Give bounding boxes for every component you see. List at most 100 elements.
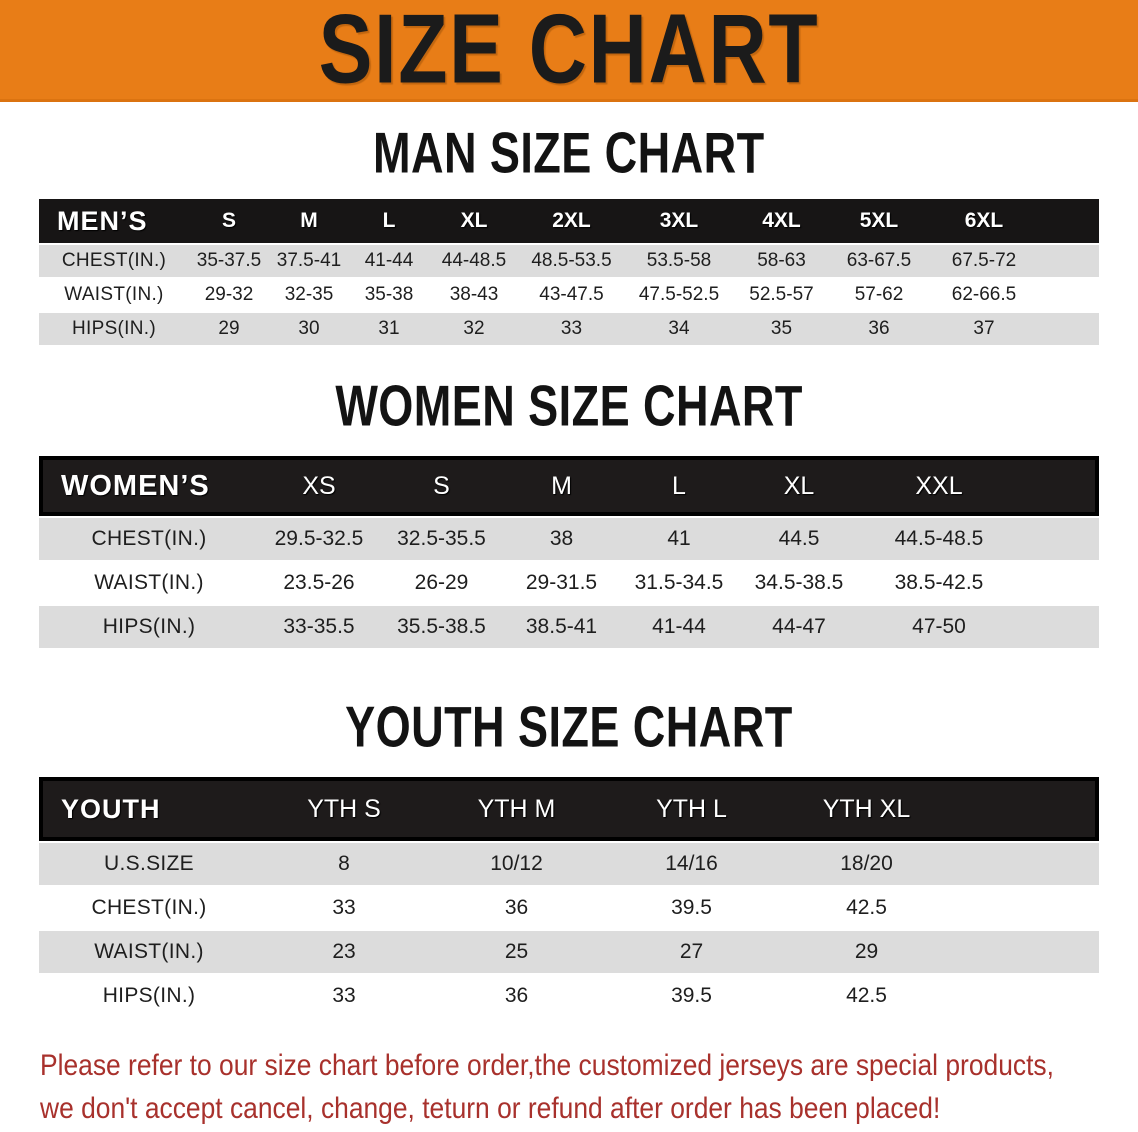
size-value: 31.5-34.5 [619,562,739,604]
men-section-heading: MAN SIZE CHART [0,120,1138,186]
size-value: 29-32 [189,279,269,311]
measurement-label: U.S.SIZE [39,843,259,885]
size-value: 34.5-38.5 [739,562,859,604]
size-value: 48.5-53.5 [519,245,624,277]
size-value: 58-63 [734,245,829,277]
banner-title: SIZE CHART [318,0,820,104]
spacer-cell [1019,562,1099,604]
size-value: 67.5-72 [929,245,1039,277]
size-value: 44-47 [739,606,859,648]
size-column-header: XL [739,456,859,516]
size-value: 23.5-26 [259,562,379,604]
measurement-row: U.S.SIZE 8 10/12 14/16 18/20 [39,843,1099,885]
size-value: 23 [259,931,429,973]
size-value: 37.5-41 [269,245,349,277]
youth-size-table: YOUTH YTH S YTH M YTH L YTH XL U.S.SIZE 8 10/12… [39,775,1099,1019]
disclaimer-line-2: we don't accept cancel, change, teturn o… [40,1091,941,1125]
size-column-header: S [189,199,269,243]
youth-section-heading-text: YOUTH SIZE CHART [345,694,793,760]
size-value: 57-62 [829,279,929,311]
size-value: 47-50 [859,606,1019,648]
size-column-header: 6XL [929,199,1039,243]
size-value: 33 [259,975,429,1017]
size-value: 44-48.5 [429,245,519,277]
size-column-header: L [349,199,429,243]
spacer-cell [1039,199,1099,243]
size-value: 35-37.5 [189,245,269,277]
size-column-header: L [619,456,739,516]
spacer-cell [1019,606,1099,648]
size-value: 29.5-32.5 [259,518,379,560]
size-value: 42.5 [779,975,954,1017]
measurement-row: WAIST(IN.) 23.5-26 26-29 29-31.5 31.5-34.5 34… [39,562,1099,604]
size-value: 34 [624,313,734,345]
size-value: 10/12 [429,843,604,885]
size-column-header: YTH S [259,777,429,841]
measurement-label: HIPS(IN.) [39,975,259,1017]
size-column-header: 2XL [519,199,624,243]
size-value: 44.5 [739,518,859,560]
size-value: 32-35 [269,279,349,311]
size-value: 42.5 [779,887,954,929]
size-value: 33-35.5 [259,606,379,648]
womens-size-table: WOMEN’S XS S M L XL XXL CHEST(IN.) 29.5-32.5 32.5… [39,454,1099,650]
size-value: 36 [829,313,929,345]
size-value: 38.5-41 [504,606,619,648]
women-section-heading: WOMEN SIZE CHART [0,377,1138,434]
size-value: 36 [429,887,604,929]
measurement-row: WAIST(IN.) 23 25 27 29 [39,931,1099,973]
spacer-cell [1019,518,1099,560]
table-group-label: MEN’S [39,199,189,243]
size-value: 25 [429,931,604,973]
size-value: 63-67.5 [829,245,929,277]
size-value: 47.5-52.5 [624,279,734,311]
measurement-row: CHEST(IN.) 35-37.5 37.5-41 41-44 44-48.5 48.5… [39,245,1099,277]
size-value: 8 [259,843,429,885]
size-value: 38 [504,518,619,560]
youth-section-heading: YOUTH SIZE CHART [0,694,1138,760]
measurement-label: HIPS(IN.) [39,606,259,648]
size-header-row: WOMEN’S XS S M L XL XXL [39,456,1099,516]
size-value: 35-38 [349,279,429,311]
size-column-header: 5XL [829,199,929,243]
size-column-header: YTH M [429,777,604,841]
size-value: 14/16 [604,843,779,885]
measurement-label: CHEST(IN.) [39,887,259,929]
measurement-row: HIPS(IN.) 33-35.5 35.5-38.5 38.5-41 41-44 44-… [39,606,1099,648]
size-column-header: YTH XL [779,777,954,841]
size-value: 39.5 [604,975,779,1017]
spacer-cell [954,931,1099,973]
size-column-header: XS [259,456,379,516]
measurement-row: WAIST(IN.) 29-32 32-35 35-38 38-43 43-47.5 47.… [39,279,1099,311]
size-column-header: M [269,199,349,243]
size-value: 36 [429,975,604,1017]
size-value: 53.5-58 [624,245,734,277]
spacer-cell [1039,279,1099,311]
spacer-cell [954,975,1099,1017]
size-column-header: 4XL [734,199,829,243]
spacer-cell [954,887,1099,929]
size-column-header: YTH L [604,777,779,841]
size-value: 29 [779,931,954,973]
size-value: 41-44 [349,245,429,277]
measurement-label: WAIST(IN.) [39,562,259,604]
size-value: 43-47.5 [519,279,624,311]
measurement-label: WAIST(IN.) [39,279,189,311]
order-disclaimer-note: Please refer to our size chart before or… [40,1045,1138,1130]
mens-size-table: MEN’S S M L XL 2XL 3XL 4XL 5XL 6XL CHEST(IN.) 35-37… [39,197,1099,347]
size-value: 26-29 [379,562,504,604]
size-value: 41-44 [619,606,739,648]
size-value: 38-43 [429,279,519,311]
measurement-row: HIPS(IN.) 29 30 31 32 33 34 35 36 37 [39,313,1099,345]
size-value: 38.5-42.5 [859,562,1019,604]
spacer-cell [954,777,1099,841]
spacer-cell [1019,456,1099,516]
size-value: 32 [429,313,519,345]
size-value: 27 [604,931,779,973]
spacer-cell [1039,313,1099,345]
spacer-cell [1039,245,1099,277]
size-value: 37 [929,313,1039,345]
men-section-heading-text: MAN SIZE CHART [373,120,765,186]
size-column-header: XXL [859,456,1019,516]
measurement-label: CHEST(IN.) [39,518,259,560]
